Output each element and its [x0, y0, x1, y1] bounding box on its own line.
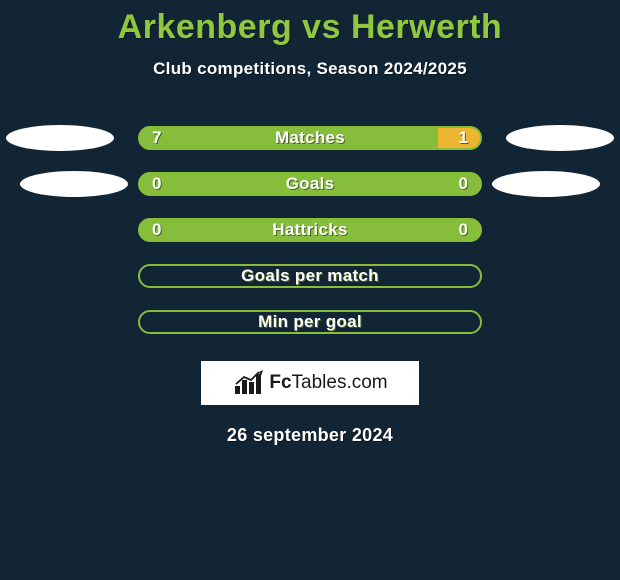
stat-row: Goals per match: [0, 253, 620, 299]
player2-ellipse: [506, 125, 614, 151]
date-text: 26 september 2024: [0, 425, 620, 446]
logo-brand-rest: Tables.com: [292, 372, 388, 393]
stat-label: Min per goal: [258, 312, 362, 332]
stat-label: Goals: [286, 174, 335, 194]
subtitle: Club competitions, Season 2024/2025: [0, 59, 620, 79]
logo-brand-bold: Fc: [269, 372, 291, 393]
stat-row: 7 1 Matches: [0, 115, 620, 161]
player1-name: Arkenberg: [118, 8, 293, 46]
logo-text: FcTables.com: [269, 372, 387, 394]
stat-value-left: 7: [140, 128, 173, 148]
stat-row: Min per goal: [0, 299, 620, 345]
vs-text: vs: [302, 8, 341, 46]
stat-label: Hattricks: [272, 220, 347, 240]
player1-ellipse: [20, 171, 128, 197]
stat-value-right: 0: [447, 174, 480, 194]
player2-name: Herwerth: [351, 8, 502, 46]
stat-bar: Min per goal: [138, 310, 482, 334]
stat-bar: 0 0 Hattricks: [138, 218, 482, 242]
logo-bars-icon: [232, 370, 266, 396]
stat-bar: 7 1 Matches: [138, 126, 482, 150]
stat-value-left: 0: [140, 220, 173, 240]
player2-ellipse: [492, 171, 600, 197]
stat-value-left: 0: [140, 174, 173, 194]
stat-rows: 7 1 Matches 0 0 Goals 0 0 Hattricks Goals per mat…: [0, 115, 620, 345]
stat-bar: 0 0 Goals: [138, 172, 482, 196]
stat-label: Goals per match: [241, 266, 379, 286]
stat-value-right: 0: [447, 220, 480, 240]
fctables-logo: FcTables.com: [201, 361, 419, 405]
stat-row: 0 0 Hattricks: [0, 207, 620, 253]
player1-ellipse: [6, 125, 114, 151]
stat-bar: Goals per match: [138, 264, 482, 288]
comparison-title: Arkenberg vs Herwerth: [0, 0, 620, 47]
stat-value-right: 1: [447, 128, 480, 148]
stat-label: Matches: [275, 128, 345, 148]
stat-row: 0 0 Goals: [0, 161, 620, 207]
